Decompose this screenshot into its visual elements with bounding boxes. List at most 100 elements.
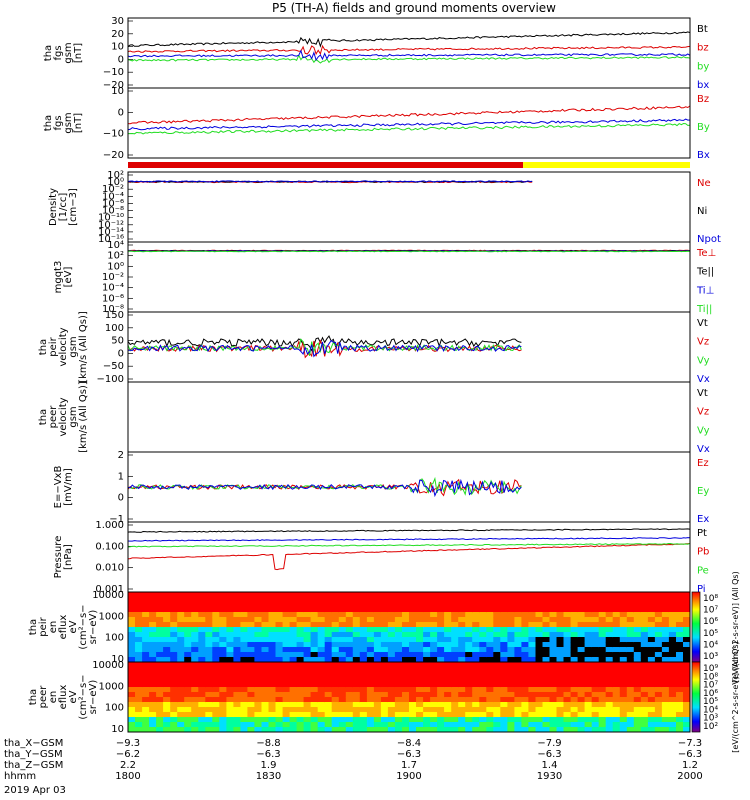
xaxis-tick-label: −6.3	[537, 749, 561, 760]
panel-1-ylabel-line: tha	[43, 45, 54, 61]
panel-1-ylabel-line: gsm	[63, 42, 74, 63]
panel-10-colorbar-tick: 10³	[703, 714, 718, 724]
panel-5-legend-Vt: Vt	[697, 318, 708, 329]
panel-4-legend-Te||: Te||	[696, 267, 714, 278]
panel-1-ytick: 10	[111, 42, 124, 53]
panel-10-ylabel-line: eflux	[58, 685, 69, 710]
panel-10-ylabel-line: eV	[68, 690, 79, 703]
panel-9-colorbar-tick: 10⁴	[703, 640, 718, 650]
panel-8-legend-Pt: Pt	[697, 528, 707, 539]
panel-5-ylabel-line: [km/s (All Qs)]	[78, 311, 89, 383]
panel-2-ylabel-line: tha	[43, 115, 54, 131]
panel-1-ytick: −10	[103, 67, 124, 78]
panel-6-legend-Vx: Vx	[697, 444, 710, 455]
panel-1-series-Bt	[127, 31, 691, 48]
panel-9-ytick: 1000	[99, 611, 124, 622]
panel-3: Density [1/cc] [cm−3]10²10⁰10⁻²10⁻⁴10⁻⁶10⁻…	[48, 170, 721, 245]
xaxis-tick-label: 1.4	[542, 760, 558, 771]
panel-8-ylabel-line: [nPa]	[63, 544, 74, 570]
panel-10-colorbar-tick: 10⁴	[703, 705, 718, 715]
panel-9-ylabel-line: eflux	[58, 615, 69, 640]
panel-9-ylabel-line: (cm²−s−	[78, 604, 89, 649]
xaxis-row-label: hhmm	[4, 771, 36, 782]
panel-10-colorbar-tick: 10⁸	[703, 672, 718, 682]
panel-2-ytick: −20	[103, 150, 124, 161]
panel-2-ytick: −10	[103, 129, 124, 140]
panel-8-ylabel-line: Pressure	[53, 536, 64, 579]
panel-9-colorbar	[691, 591, 701, 663]
panel-10-colorbar-tick: 10²	[703, 722, 718, 732]
panel-9-ytick: 10	[111, 654, 124, 665]
panel-2-ytick: 0	[118, 107, 124, 118]
panel-3-ytick: 10⁰	[107, 177, 124, 188]
panel-10-ytick: 100	[105, 703, 124, 714]
panel-3-ytick: 10⁻¹²	[98, 220, 124, 231]
panel-10-frame	[127, 661, 691, 733]
panel-9-ylabel-line: peir	[38, 616, 49, 636]
panel-9-ytick: 100	[105, 633, 124, 644]
xaxis-tick-label: −9.3	[116, 738, 140, 749]
panel-6-frame	[127, 381, 691, 453]
panel-5-series-Vt	[127, 335, 522, 352]
panel-1-ytick: 0	[118, 54, 124, 65]
panel-2-legend-Bx: Bx	[697, 150, 710, 161]
panel-4-ytick: 10²	[107, 251, 124, 262]
panel-1: tha fgs gsm [nT] 30 20 100 −10 −20 Bt bz by bx	[43, 16, 709, 91]
panel-7: E=−VxB [mV/m] 2 1 0 −1 Ez Ey Ex	[53, 450, 709, 525]
panel-6-ylabel-line: tha	[38, 409, 49, 425]
panel-5-legend-Vy: Vy	[697, 355, 710, 366]
panel-6-legend-Vz: Vz	[697, 407, 709, 418]
panel-4-ytick: 10⁻⁴	[102, 283, 124, 294]
panel-9-colorbar-tick: 10⁶	[703, 617, 718, 627]
panel-9-ylabel-line: en	[48, 621, 59, 634]
panel-10-ytick: 10	[111, 724, 124, 735]
panel-3-ylabel-line: [cm−3]	[68, 188, 79, 226]
panel-5-ytick: 50	[111, 336, 124, 347]
panel-2-ylabel-line: fgs	[53, 115, 64, 130]
panel-9-ylabel-line: eV	[68, 620, 79, 633]
panel-10-ylabel-line: peer	[38, 685, 49, 709]
panel-3-ytick: 10²	[107, 170, 124, 181]
panel-10-spectrogram	[128, 662, 691, 733]
panel-1-series-by	[127, 54, 691, 64]
panel-7-ylabel-line: E=−VxB	[53, 466, 64, 509]
xaxis-row-label: tha_X−GSM	[4, 738, 63, 749]
panel-3-ytick: 10⁻¹⁰	[98, 213, 124, 224]
xaxis-tick-label: 2000	[677, 771, 702, 782]
panel-5-legend-Vz: Vz	[697, 337, 709, 348]
panel-3-ytick: 10⁻⁸	[102, 206, 124, 217]
panel-1-ylabel-line: fgs	[53, 45, 64, 60]
panel-8-legend-Pb: Pb	[697, 547, 709, 558]
mode-bar-red	[128, 162, 524, 168]
panel-2: tha fgs gsm [nT] 10 0 −10 −20 Bz By Bx	[43, 86, 710, 161]
panel-10-ytick: 1000	[99, 681, 124, 692]
panel-5-ylabel-line: velocity	[58, 327, 69, 366]
xaxis-tick-label: 1.9	[261, 760, 277, 771]
panel-9-colorbar-tick: 10⁵	[703, 629, 718, 639]
panel-1-ytick: 30	[111, 16, 124, 27]
xaxis-tick-label: 1830	[256, 771, 281, 782]
xaxis-tick-label: −8.8	[256, 738, 280, 749]
xaxis-tick-label: 1930	[537, 771, 562, 782]
panel-3-ytick: 10⁻¹⁶	[98, 234, 124, 245]
panel-5-ytick: −50	[103, 361, 124, 372]
xaxis-tick-label: −6.3	[397, 749, 421, 760]
xaxis-tick-label: 1800	[115, 771, 140, 782]
panel-5-ylabel-line: gsm	[68, 336, 79, 357]
panel-10-colorbar-tick: 10⁶	[703, 689, 718, 699]
panel-10-colorbar-tick: 10⁵	[703, 697, 718, 707]
panel-8-ytick: 0.001	[95, 584, 124, 595]
panel-3-ytick: 10⁻²	[102, 184, 124, 195]
panel-3-ylabel-line: [1/cc]	[58, 193, 69, 222]
panel-7-series-Ex	[127, 478, 522, 498]
xaxis-row-label: tha_Y−GSM	[4, 749, 63, 760]
panel-9-ylabel-line: sr−eV)	[88, 610, 99, 645]
panel-4-ytick: 10⁴	[107, 240, 124, 251]
panel-7-legend-Ex: Ex	[697, 514, 709, 525]
panel-1-legend-Bt: Bt	[697, 24, 708, 35]
xaxis-tick-label: −7.3	[678, 738, 702, 749]
xaxis-tick-label: −6.2	[116, 749, 140, 760]
panel-2-series-By	[128, 122, 691, 135]
panel-2-legend-Bz: Bz	[697, 94, 709, 105]
panel-1-frame	[127, 17, 691, 89]
